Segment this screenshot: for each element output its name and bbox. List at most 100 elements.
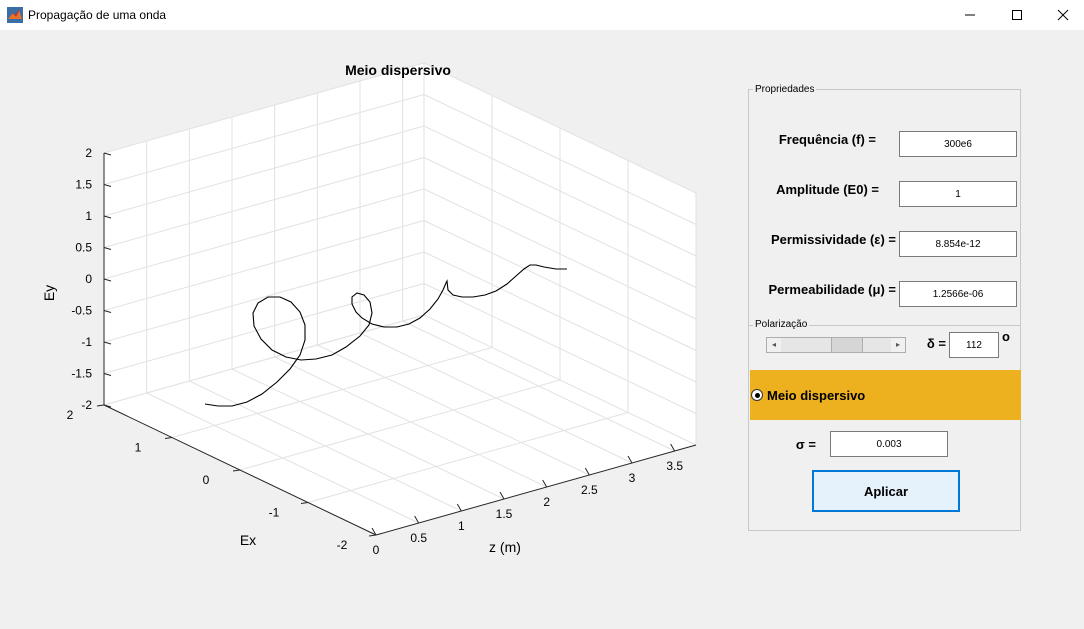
ey-tick: [103, 184, 112, 187]
slider-thumb[interactable]: [830, 338, 863, 352]
maximize-icon: [1012, 10, 1022, 20]
ex-axis-label: Ex: [240, 532, 256, 548]
grid-line: [103, 220, 425, 311]
ex-tick: [300, 502, 309, 504]
ex-tick: [96, 404, 105, 407]
z-tick: [542, 479, 548, 488]
degree-symbol: o: [1002, 329, 1010, 344]
z-axis-line: [375, 444, 697, 536]
matlab-icon: [7, 7, 23, 23]
permittivity-label: Permissividade (ε) =: [770, 232, 896, 247]
grid-line: [103, 94, 425, 185]
window-title: Propagação de uma onda: [28, 8, 167, 22]
z-tick: [670, 443, 676, 452]
ey-tick-label: 0: [85, 272, 92, 286]
wave-curve: [204, 264, 567, 407]
ex-tick-label: 0: [203, 473, 210, 487]
grid-line: [146, 392, 419, 524]
ey-tick: [103, 152, 112, 156]
grid-line: [402, 320, 675, 452]
ey-tick-label: -1.5: [71, 367, 92, 381]
z-tick: [627, 455, 633, 464]
properties-panel-title: Propriedades: [753, 84, 817, 95]
z-tick-label: 3.5: [666, 459, 683, 473]
dispersive-medium-label[interactable]: Meio dispersivo: [767, 388, 866, 403]
sigma-label: σ =: [795, 437, 816, 452]
permeability-label: Permeabilidade (μ) =: [768, 282, 896, 297]
grid-line: [231, 368, 505, 500]
plot-title: Meio dispersivo: [345, 62, 451, 78]
plot-tick-labels: 2 1.5 1 0.5 0 -0.5 -1 -1.5 -2 2 1 0 -1 -2 0 0.5 1 1.5 2 2.5…: [67, 146, 684, 557]
plot-axes-box: [96, 152, 697, 537]
ey-tick: [103, 310, 112, 313]
z-tick-label: 1.5: [496, 507, 513, 521]
grid-line: [103, 62, 425, 154]
polarization-slider[interactable]: ◂ ▸: [766, 337, 906, 353]
ex-tick-label: 1: [135, 441, 142, 455]
ex-tick: [164, 437, 173, 439]
grid-line: [103, 157, 425, 248]
ey-tick: [103, 341, 112, 345]
frequency-input[interactable]: [899, 131, 1017, 157]
z-tick: [584, 467, 590, 476]
polarization-panel: [749, 325, 1021, 368]
frequency-label: Frequência (f) =: [778, 132, 876, 147]
z-tick-label: 0.5: [410, 531, 427, 545]
apply-button[interactable]: Aplicar: [812, 470, 960, 512]
dispersive-medium-panel: [750, 370, 1021, 420]
slider-left-arrow-icon[interactable]: ◂: [767, 338, 781, 352]
grid-line: [171, 347, 493, 438]
ey-tick: [103, 404, 112, 408]
grid-line: [103, 314, 425, 406]
grid-line: [274, 356, 547, 488]
title-bar: Propagação de uma onda: [0, 0, 1084, 30]
grid-line: [103, 188, 425, 280]
permittivity-input[interactable]: [899, 231, 1017, 257]
z-tick-label: 3: [629, 471, 636, 485]
amplitude-input[interactable]: [899, 181, 1017, 207]
plot-figure: 2 1.5 1 0.5 0 -0.5 -1 -1.5 -2 2 1 0 -1 -2 0 0.5 1 1.5 2 2.5…: [0, 30, 740, 629]
grid-line: [189, 380, 462, 512]
ey-tick-label: -1: [81, 335, 92, 349]
grid-line: [103, 283, 425, 374]
ex-tick-label: -1: [269, 506, 280, 520]
minimize-icon: [965, 14, 975, 16]
z-tick: [414, 515, 420, 524]
dispersive-medium-radio[interactable]: [751, 389, 763, 401]
close-button[interactable]: [1040, 0, 1084, 30]
ey-tick-label: -0.5: [71, 304, 92, 318]
amplitude-label: Amplitude (E0) =: [776, 182, 879, 197]
permeability-input[interactable]: [899, 281, 1017, 307]
slider-right-arrow-icon[interactable]: ▸: [891, 338, 905, 352]
ey-axis-label: Ey: [41, 285, 57, 301]
z-tick: [371, 527, 377, 536]
ex-tick: [368, 534, 377, 537]
grid-line: [307, 412, 629, 503]
z-tick: [456, 503, 462, 512]
delta-label: δ =: [926, 336, 946, 351]
plot-grid: [103, 62, 697, 536]
close-icon: [1057, 9, 1069, 21]
ey-tick: [103, 247, 112, 250]
grid-line: [103, 251, 425, 343]
ey-tick-label: -2: [81, 398, 92, 412]
ey-tick-label: 1.5: [75, 178, 92, 192]
ey-tick-label: 0.5: [75, 241, 92, 255]
maximize-button[interactable]: [994, 0, 1040, 30]
z-axis-label: z (m): [489, 539, 521, 555]
sigma-input[interactable]: [830, 431, 948, 457]
ey-tick-label: 1: [85, 209, 92, 223]
plot-3d-axes[interactable]: 2 1.5 1 0.5 0 -0.5 -1 -1.5 -2 2 1 0 -1 -2 0 0.5 1 1.5 2 2.5…: [0, 30, 740, 629]
ex-tick: [232, 469, 241, 472]
ey-tick: [103, 278, 112, 282]
z-tick: [499, 491, 505, 500]
delta-input[interactable]: [949, 332, 999, 358]
minimize-button[interactable]: [947, 0, 993, 30]
grid-line: [317, 344, 590, 476]
grid-line: [103, 125, 425, 217]
ey-tick: [103, 373, 112, 376]
ey-tick: [103, 215, 112, 219]
z-tick-label: 1: [458, 519, 465, 533]
ex-tick-label: -2: [337, 538, 348, 552]
properties-panel: [748, 89, 1021, 531]
